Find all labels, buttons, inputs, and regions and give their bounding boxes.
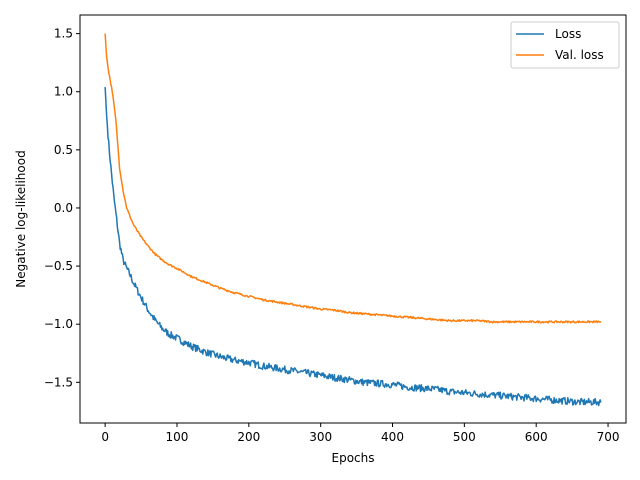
x-tick-label: 400 [381, 430, 404, 444]
x-tick-label: 500 [453, 430, 476, 444]
x-tick-label: 100 [166, 430, 189, 444]
y-tick-label: 0.0 [54, 201, 73, 215]
y-tick-label: 1.0 [54, 85, 73, 99]
legend: Loss Val. loss [510, 21, 620, 69]
x-tick-label: 300 [309, 430, 332, 444]
y-axis-label: Negative log-likelihood [14, 150, 28, 287]
legend-label-val-loss: Val. loss [555, 48, 604, 62]
y-tick-label: −1.0 [44, 317, 73, 331]
x-tick-label: 700 [597, 430, 620, 444]
x-axis-label: Epochs [332, 451, 375, 465]
series-line-val-loss [104, 33, 602, 324]
y-axis: −1.5 −1.0 −0.5 0.0 0.5 1.0 1.5 [44, 27, 80, 389]
y-tick-label: −1.5 [44, 375, 73, 389]
y-tick-label: 0.5 [54, 143, 73, 157]
axes-frame [79, 14, 627, 424]
legend-label-loss: Loss [555, 27, 581, 41]
y-tick-label: 1.5 [54, 27, 73, 41]
x-tick-label: 600 [525, 430, 548, 444]
x-tick-label: 0 [101, 430, 109, 444]
y-tick-label: −0.5 [44, 259, 73, 273]
x-tick-label: 200 [237, 430, 260, 444]
plot-area [104, 33, 602, 407]
x-axis: 0 100 200 300 400 500 600 700 [101, 423, 619, 444]
series-line-loss [104, 87, 602, 407]
